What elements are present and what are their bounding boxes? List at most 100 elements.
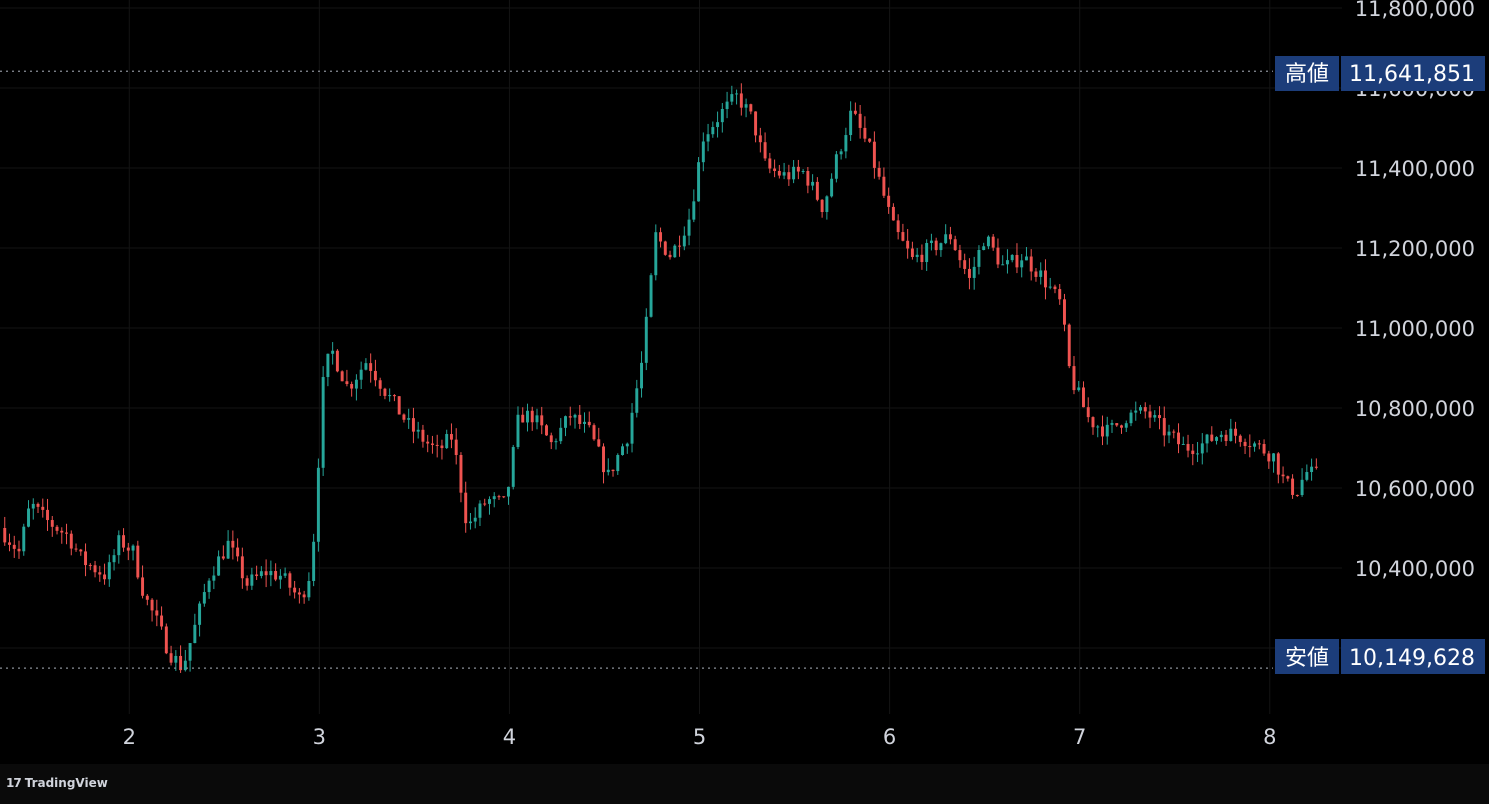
tradingview-logo-icon: 17 bbox=[6, 776, 22, 790]
candle-body bbox=[264, 571, 268, 576]
candle-body bbox=[8, 542, 11, 545]
candle-body bbox=[853, 110, 857, 114]
candle-body bbox=[939, 243, 943, 251]
candle-body bbox=[84, 551, 88, 566]
x-tick-label: 7 bbox=[1073, 725, 1086, 749]
candle-body bbox=[74, 548, 78, 550]
candle-body bbox=[50, 520, 54, 527]
candle-body bbox=[1101, 426, 1104, 437]
candle-body bbox=[963, 260, 967, 269]
candle-body bbox=[164, 626, 168, 654]
candle-body bbox=[706, 134, 710, 142]
candle-body bbox=[340, 371, 344, 382]
candle-body bbox=[820, 199, 824, 212]
candle-body bbox=[388, 395, 392, 397]
candle-body bbox=[202, 592, 206, 604]
candle-body bbox=[1158, 415, 1161, 419]
candle-body bbox=[1224, 434, 1228, 441]
candle-body bbox=[426, 441, 430, 444]
high-label: 高値 bbox=[1285, 62, 1329, 87]
candle-body bbox=[88, 565, 92, 567]
candle-body bbox=[65, 532, 69, 534]
candle-body bbox=[868, 138, 872, 142]
price-chart: 10,200,00010,400,00010,600,00010,800,000… bbox=[0, 0, 1489, 764]
candle-body bbox=[1143, 407, 1147, 412]
candle-body bbox=[635, 388, 639, 413]
price-axis[interactable]: 10,200,00010,400,00010,600,00010,800,000… bbox=[1355, 0, 1475, 661]
candle-body bbox=[1072, 366, 1076, 391]
candle-body bbox=[359, 369, 363, 380]
candle-body bbox=[1091, 417, 1095, 428]
candle-body bbox=[1034, 271, 1038, 277]
candle-body bbox=[948, 234, 952, 240]
candle-body bbox=[1010, 254, 1014, 261]
candle-body bbox=[616, 455, 620, 472]
candle-body bbox=[834, 154, 838, 179]
candle-body bbox=[79, 549, 83, 552]
candle-body bbox=[606, 469, 610, 473]
candle-body bbox=[1196, 453, 1200, 455]
candle-body bbox=[459, 455, 463, 493]
candle-body bbox=[160, 615, 164, 627]
candle-body bbox=[454, 439, 458, 456]
x-tick-label: 2 bbox=[123, 725, 136, 749]
tradingview-brand[interactable]: 17 TradingView bbox=[6, 776, 108, 790]
candle-body bbox=[288, 573, 292, 588]
candle-body bbox=[787, 172, 791, 180]
candle-body bbox=[297, 592, 301, 595]
low-label: 安値 bbox=[1285, 646, 1329, 671]
candle-body bbox=[1082, 387, 1085, 408]
candle-body bbox=[198, 603, 202, 625]
candle-body bbox=[1134, 410, 1138, 413]
candle-body bbox=[335, 350, 339, 372]
candle-body bbox=[1272, 453, 1276, 462]
candle-body bbox=[269, 571, 273, 576]
candle-body bbox=[701, 141, 705, 163]
candle-body bbox=[644, 316, 648, 363]
candle-body bbox=[530, 410, 534, 423]
candle-body bbox=[1205, 434, 1209, 444]
candle-body bbox=[1253, 443, 1257, 447]
candle-body bbox=[716, 122, 720, 128]
candle-body bbox=[1120, 425, 1123, 428]
candle-body bbox=[763, 142, 767, 159]
candle-body bbox=[535, 415, 539, 423]
candle-body bbox=[573, 414, 577, 418]
candle-body bbox=[364, 363, 368, 370]
candle-body bbox=[483, 503, 487, 505]
candle-body bbox=[625, 443, 629, 447]
candle-body bbox=[872, 141, 876, 168]
candle-body bbox=[1215, 437, 1219, 441]
candle-body bbox=[411, 418, 415, 432]
candle-body bbox=[274, 571, 278, 580]
candle-body bbox=[221, 556, 225, 559]
y-tick-label: 10,400,000 bbox=[1355, 557, 1475, 581]
candle-body bbox=[312, 541, 316, 581]
candle-body bbox=[245, 578, 249, 586]
candle-body bbox=[516, 414, 520, 448]
candle-body bbox=[796, 166, 800, 172]
high-value: 11,641,851 bbox=[1349, 62, 1475, 87]
candle-body bbox=[559, 427, 563, 442]
chart-background bbox=[0, 0, 1489, 764]
candle-body bbox=[183, 660, 187, 671]
candle-body bbox=[468, 521, 472, 524]
candle-body bbox=[967, 268, 971, 278]
candle-body bbox=[815, 181, 819, 200]
candle-body bbox=[316, 467, 320, 542]
candle-body bbox=[1229, 428, 1233, 441]
candle-body bbox=[240, 556, 244, 579]
candle-body bbox=[720, 109, 724, 123]
candle-body bbox=[1243, 441, 1247, 447]
candle-body bbox=[1115, 423, 1119, 426]
x-tick-label: 8 bbox=[1263, 725, 1276, 749]
candle-body bbox=[583, 421, 586, 424]
candle-body bbox=[578, 414, 582, 424]
candle-body bbox=[540, 415, 544, 426]
time-axis[interactable]: 2 3 4 5 6 7 8 bbox=[123, 725, 1277, 749]
high-low-lines bbox=[0, 70, 1273, 669]
candle-body bbox=[511, 447, 515, 487]
candle-body bbox=[103, 574, 107, 580]
candle-body bbox=[1281, 474, 1285, 477]
candle-body bbox=[326, 353, 330, 378]
